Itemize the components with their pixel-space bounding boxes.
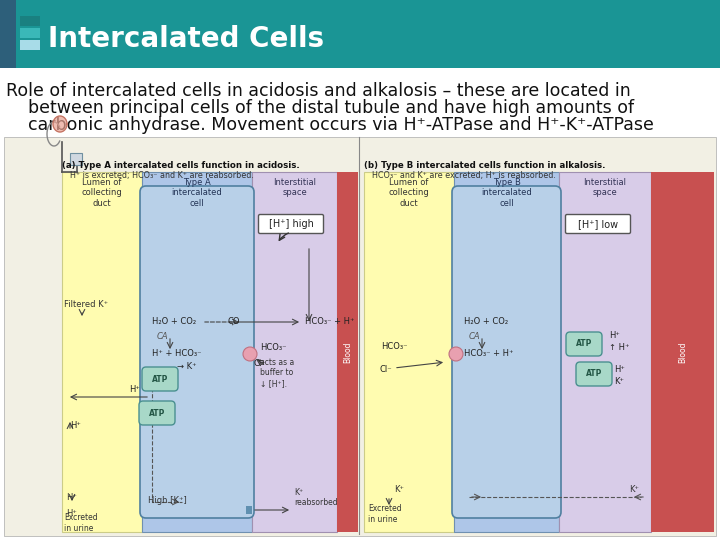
Circle shape	[243, 347, 257, 361]
Text: ATP: ATP	[149, 408, 165, 417]
Bar	[454, 172, 559, 532]
Text: K⁺
reabsorbed: K⁺ reabsorbed	[294, 488, 338, 507]
FancyBboxPatch shape	[142, 367, 178, 391]
Text: Interstitial
space: Interstitial space	[273, 178, 316, 198]
Text: H⁺: H⁺	[614, 364, 625, 374]
Bar	[246, 506, 252, 514]
Polygon shape	[53, 116, 67, 132]
Text: ATP: ATP	[152, 375, 168, 383]
Text: CA: CA	[469, 332, 481, 341]
Text: Lumen of
collecting
duct: Lumen of collecting duct	[389, 178, 429, 208]
Text: H⁺: H⁺	[70, 421, 81, 430]
Text: H₂O + CO₂: H₂O + CO₂	[464, 318, 508, 327]
FancyBboxPatch shape	[566, 332, 602, 356]
Bar	[559, 172, 651, 532]
Text: Role of intercalated cells in acidosis and alkalosis – these are located in: Role of intercalated cells in acidosis a…	[6, 82, 631, 100]
Circle shape	[449, 347, 463, 361]
Text: → K⁺: → K⁺	[177, 362, 197, 371]
Text: H⁺: H⁺	[66, 492, 77, 502]
FancyBboxPatch shape	[576, 362, 612, 386]
Text: Cl⁻: Cl⁻	[379, 364, 392, 374]
Text: CA: CA	[157, 332, 168, 341]
FancyBboxPatch shape	[139, 401, 175, 425]
Bar	[651, 172, 714, 532]
Text: between principal cells of the distal tubule and have high amounts of: between principal cells of the distal tu…	[6, 99, 634, 117]
FancyBboxPatch shape	[140, 186, 254, 518]
Bar	[0, 0, 16, 68]
Text: (b) Type B intercalated cells function in alkalosis.: (b) Type B intercalated cells function i…	[364, 161, 606, 170]
Bar	[142, 172, 252, 532]
Text: H₂O + CO₂: H₂O + CO₂	[152, 318, 196, 327]
Bar	[364, 172, 454, 532]
Text: H⁺: H⁺	[66, 510, 77, 518]
Text: HCO₃⁻: HCO₃⁻	[260, 343, 287, 352]
Bar	[4, 137, 716, 536]
Text: Interstitial
space: Interstitial space	[583, 178, 626, 198]
FancyBboxPatch shape	[565, 214, 631, 233]
Text: Type B
intercalated
cell: Type B intercalated cell	[481, 178, 532, 208]
Text: Blood: Blood	[678, 341, 687, 363]
Text: High [K⁺]: High [K⁺]	[148, 496, 186, 505]
Bar	[62, 172, 142, 532]
Bar	[337, 172, 358, 532]
Text: Cl⁻: Cl⁻	[254, 360, 266, 368]
Text: HCO₃⁻: HCO₃⁻	[381, 342, 408, 351]
Text: H⁺: H⁺	[129, 385, 140, 394]
Text: CO: CO	[228, 318, 240, 327]
Bar	[20, 40, 40, 50]
Text: Type A
intercalated
cell: Type A intercalated cell	[171, 178, 222, 208]
Text: HCO₃⁻ + H⁺: HCO₃⁻ + H⁺	[305, 318, 354, 327]
Text: HCO₃⁻ + H⁺: HCO₃⁻ + H⁺	[464, 349, 513, 359]
Text: K⁺: K⁺	[614, 377, 624, 387]
Bar	[20, 28, 40, 38]
Text: ↑ H⁺: ↑ H⁺	[609, 343, 629, 353]
Text: carbonic anhydrase. Movement occurs via H⁺-ATPase and H⁺-K⁺-ATPase: carbonic anhydrase. Movement occurs via …	[6, 116, 654, 134]
FancyBboxPatch shape	[258, 214, 323, 233]
Text: Excreted
in urine: Excreted in urine	[64, 514, 98, 532]
Text: Filtered K⁺: Filtered K⁺	[64, 300, 108, 309]
Text: H⁺: H⁺	[609, 332, 620, 341]
Text: ATP: ATP	[586, 369, 602, 379]
Text: Intercalated Cells: Intercalated Cells	[48, 25, 324, 53]
Bar	[0, 0, 720, 68]
Text: Lumen of
collecting
duct: Lumen of collecting duct	[81, 178, 122, 208]
Text: H⁺ is excreted; HCO₃⁻ and K⁺ are reabsorbed.: H⁺ is excreted; HCO₃⁻ and K⁺ are reabsor…	[70, 171, 254, 180]
Bar	[70, 153, 82, 165]
Text: Blood: Blood	[343, 341, 352, 363]
Bar	[20, 16, 40, 26]
Text: ATP: ATP	[576, 340, 592, 348]
Text: [H⁺] low: [H⁺] low	[578, 219, 618, 229]
Text: HCO₃⁻ and K⁺ are excreted; H⁺ is reabsorbed.: HCO₃⁻ and K⁺ are excreted; H⁺ is reabsor…	[372, 171, 556, 180]
Text: acts as a
buffer to
↓ [H⁺].: acts as a buffer to ↓ [H⁺].	[260, 358, 294, 388]
Text: K⁺: K⁺	[394, 485, 404, 494]
Text: H⁺ + HCO₃⁻: H⁺ + HCO₃⁻	[152, 349, 202, 359]
Text: Excreted
in urine: Excreted in urine	[368, 504, 402, 524]
Text: [H⁺] high: [H⁺] high	[269, 219, 313, 229]
Text: (a) Type A intercalated cells function in acidosis.: (a) Type A intercalated cells function i…	[62, 161, 300, 170]
Text: K⁺: K⁺	[629, 485, 639, 494]
FancyBboxPatch shape	[452, 186, 561, 518]
Bar	[252, 172, 337, 532]
